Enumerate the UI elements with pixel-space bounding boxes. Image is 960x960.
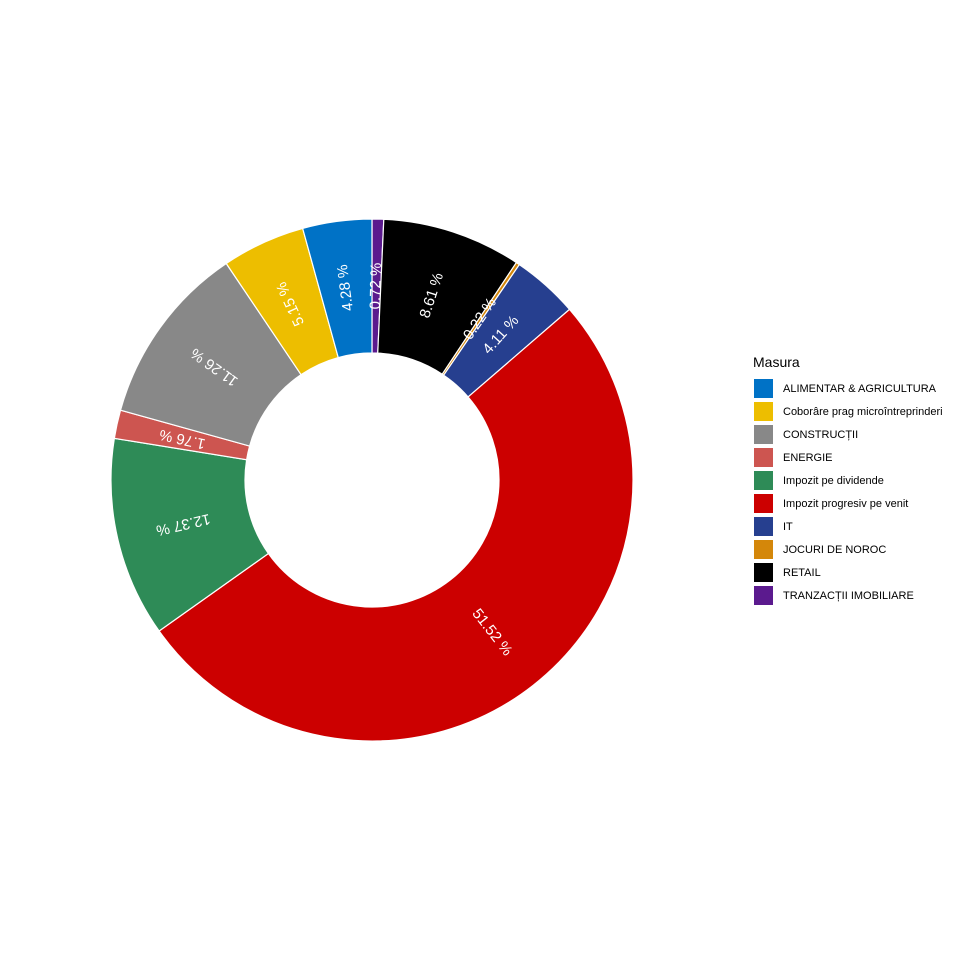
legend-item: ALIMENTAR & AGRICULTURA bbox=[753, 377, 943, 400]
legend-label: CONSTRUCȚII bbox=[783, 428, 859, 441]
legend-label: ALIMENTAR & AGRICULTURA bbox=[783, 382, 937, 395]
legend-swatch bbox=[754, 517, 773, 536]
legend-label: Impozit pe dividende bbox=[783, 474, 884, 487]
legend-item: IT bbox=[753, 515, 943, 538]
legend-label: RETAIL bbox=[783, 566, 821, 579]
legend-swatch bbox=[754, 448, 773, 467]
legend-label: Impozit progresiv pe venit bbox=[783, 497, 909, 510]
legend-items: ALIMENTAR & AGRICULTURA Coborâre prag mic… bbox=[753, 377, 943, 607]
legend-item: RETAIL bbox=[753, 561, 943, 584]
legend-label: IT bbox=[783, 520, 793, 533]
legend-label: JOCURI DE NOROC bbox=[783, 543, 887, 556]
slice-label-9: 4.28 % bbox=[334, 264, 357, 313]
legend-item: TRANZACȚII IMOBILIARE bbox=[753, 584, 943, 607]
legend-swatch bbox=[754, 402, 773, 421]
legend-item: Impozit progresiv pe venit bbox=[753, 492, 943, 515]
legend-item: Coborâre prag microîntreprinderi bbox=[753, 400, 943, 423]
legend-swatch bbox=[754, 471, 773, 490]
slice-label-0: 0.72 % bbox=[367, 262, 385, 309]
legend-item: CONSTRUCȚII bbox=[753, 423, 943, 446]
slice-5 bbox=[110, 437, 270, 632]
legend-label: Coborâre prag microîntreprinderi bbox=[783, 405, 943, 418]
legend-swatch bbox=[754, 563, 773, 582]
slice-4 bbox=[158, 308, 634, 742]
legend-label: TRANZACȚII IMOBILIARE bbox=[783, 589, 914, 602]
legend-item: Impozit pe dividende bbox=[753, 469, 943, 492]
legend-swatch bbox=[754, 379, 773, 398]
legend-swatch bbox=[754, 540, 773, 559]
legend-swatch bbox=[754, 494, 773, 513]
legend-item: JOCURI DE NOROC bbox=[753, 538, 943, 561]
legend-swatch bbox=[754, 425, 773, 444]
legend-swatch bbox=[754, 586, 773, 605]
legend-item: ENERGIE bbox=[753, 446, 943, 469]
legend-title: Masura bbox=[753, 354, 800, 370]
donut-slices bbox=[110, 218, 634, 742]
slice-9 bbox=[301, 218, 373, 359]
legend: Masura ALIMENTAR & AGRICULTURA Coborâre p… bbox=[753, 354, 943, 607]
legend-label: ENERGIE bbox=[783, 451, 833, 464]
